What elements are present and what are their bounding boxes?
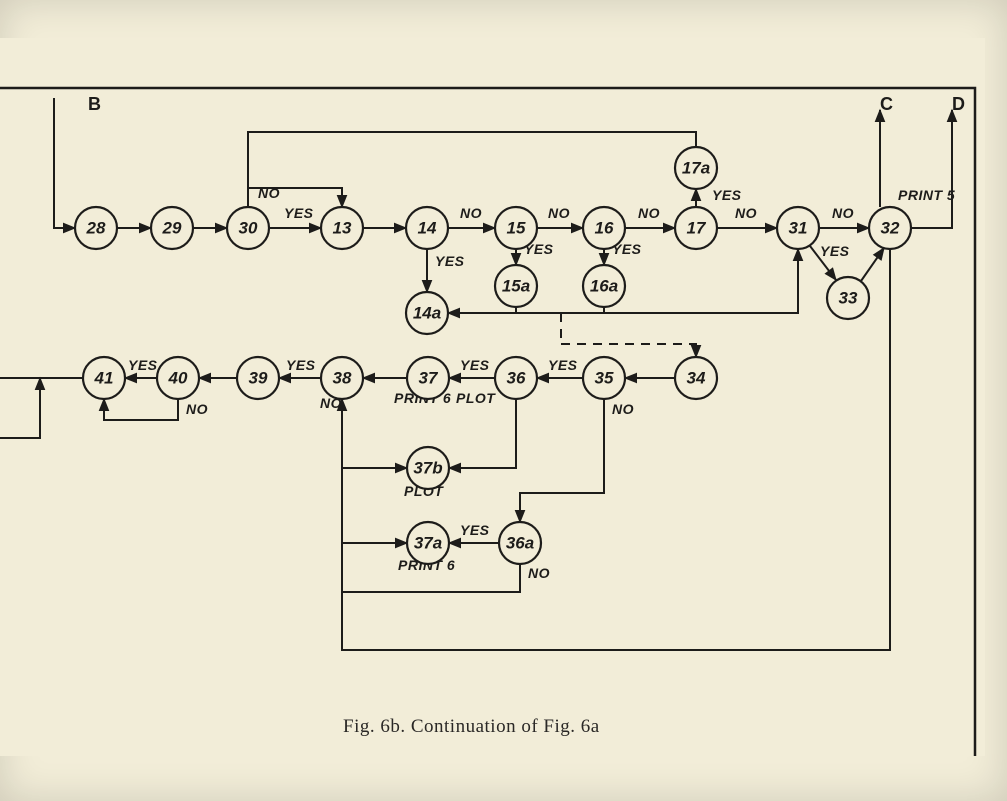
edge (0, 378, 40, 438)
edge-label: YES (460, 522, 490, 538)
node-label: 30 (239, 219, 258, 238)
edge-label: PRINT 5 (898, 187, 955, 203)
node-label: 39 (249, 369, 268, 388)
node-40: 40 (157, 357, 199, 399)
node-label: 14 (418, 219, 437, 238)
edge-label: NO (186, 401, 208, 417)
figure-caption: Fig. 6b. Continuation of Fig. 6a (343, 716, 600, 738)
node-39: 39 (237, 357, 279, 399)
node-label: 16a (590, 277, 618, 296)
node-37: 37 (407, 357, 449, 399)
node-13: 13 (321, 207, 363, 249)
edge-label: YES (820, 243, 850, 259)
node-15a: 15a (495, 265, 537, 307)
node-label: 17a (682, 159, 710, 178)
node-label: 36 (507, 369, 526, 388)
edge-label: YES (712, 187, 742, 203)
node-41: 41 (83, 357, 125, 399)
edge-label: NO (612, 401, 634, 417)
node-label: 32 (881, 219, 900, 238)
edge-label: YES (548, 357, 578, 373)
edge (520, 399, 604, 522)
connector-C: C (880, 94, 893, 114)
edge-label: NO (735, 205, 757, 221)
edge-label: NO (832, 205, 854, 221)
edge (861, 248, 884, 281)
node-label: 17 (687, 219, 707, 238)
edge (122, 399, 178, 420)
node-label: 14a (413, 304, 441, 323)
node-label: 29 (162, 219, 182, 238)
connector-B: B (88, 94, 101, 114)
edge-label: NO (460, 205, 482, 221)
node-33: 33 (827, 277, 869, 319)
edge (54, 98, 75, 228)
edge-label: NO (528, 565, 550, 581)
edge-label: YES (435, 253, 465, 269)
edge-label: YES (460, 357, 490, 373)
node-31: 31 (777, 207, 819, 249)
node-label: 31 (789, 219, 808, 238)
node-label: 36a (506, 534, 534, 553)
edge-label: NO (548, 205, 570, 221)
node-35: 35 (583, 357, 625, 399)
node-label: 37 (419, 369, 439, 388)
node-17: 17 (675, 207, 717, 249)
frame-border (0, 88, 975, 756)
node-36: 36 (495, 357, 537, 399)
node-label: 41 (94, 369, 114, 388)
node-label: 37a (414, 534, 442, 553)
edge (911, 110, 952, 228)
node-14a: 14a (406, 292, 448, 334)
node-label: 13 (333, 219, 352, 238)
node-label: 40 (168, 369, 188, 388)
node-label: 38 (333, 369, 352, 388)
node-37a: 37a (407, 522, 449, 564)
node-32: 32 (869, 207, 911, 249)
node-36a: 36a (499, 522, 541, 564)
edge (561, 344, 696, 357)
edge-label: YES (128, 357, 158, 373)
node-label: 33 (839, 289, 858, 308)
node-label: 35 (595, 369, 614, 388)
edge (248, 132, 696, 188)
connector-D: D (952, 94, 965, 114)
node-16a: 16a (583, 265, 625, 307)
node-14: 14 (406, 207, 448, 249)
node-label: 15 (507, 219, 526, 238)
node-label: 15a (502, 277, 530, 296)
node-34: 34 (675, 357, 717, 399)
node-label: 37b (413, 459, 442, 478)
node-37b: 37b (407, 447, 449, 489)
edge (104, 399, 122, 420)
node-30: 30 (227, 207, 269, 249)
node-29: 29 (151, 207, 193, 249)
flowchart-canvas: YES NO NO NO NO NO NO YES YES YES YES YES YES YES YES N… (0, 38, 985, 756)
node-label: 28 (86, 219, 106, 238)
node-28: 28 (75, 207, 117, 249)
node-15: 15 (495, 207, 537, 249)
node-16: 16 (583, 207, 625, 249)
edge (449, 399, 516, 468)
edge-label: NO (638, 205, 660, 221)
node-label: 16 (595, 219, 614, 238)
node-38: 38 (321, 357, 363, 399)
edge-label: YES (286, 357, 316, 373)
node-label: 34 (687, 369, 706, 388)
edge-label: YES (284, 205, 314, 221)
edge-label: PLOT (456, 390, 496, 406)
node-17a: 17a (675, 147, 717, 189)
